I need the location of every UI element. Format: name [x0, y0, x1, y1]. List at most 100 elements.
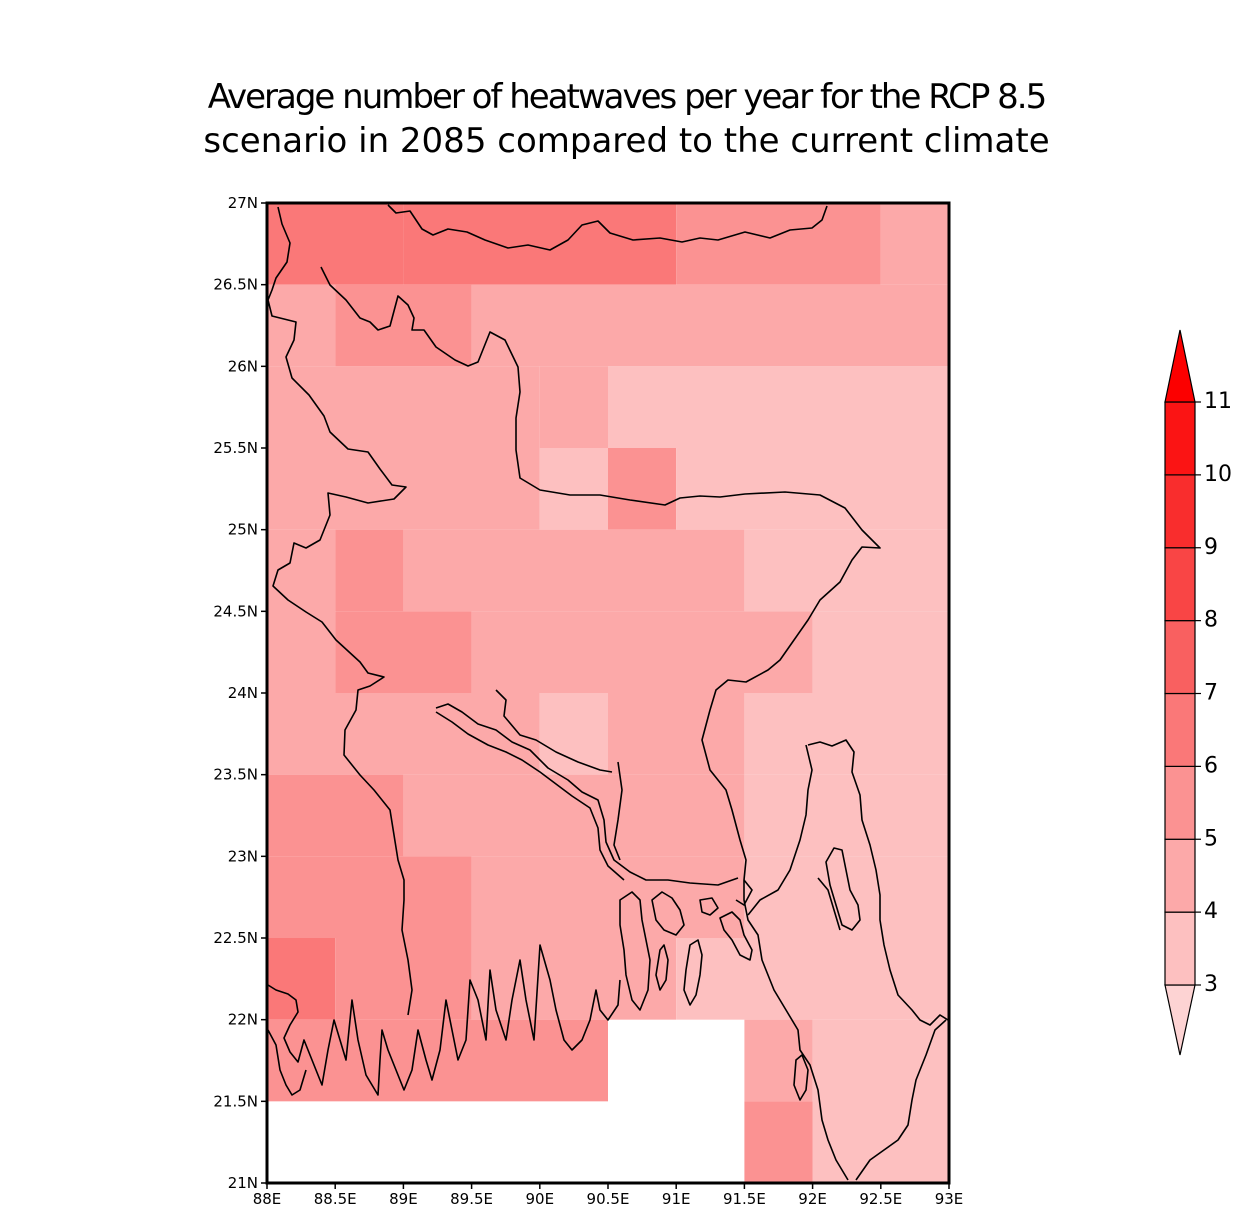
island-small-1 [719, 911, 753, 961]
grid-cell [335, 938, 472, 1020]
ganges-north-branch [495, 689, 613, 773]
tripura-protrusion [747, 744, 813, 916]
grid-cell [471, 856, 745, 938]
sundarbans-west-inlets [267, 1029, 307, 1096]
colorbar-label: 7 [1204, 681, 1218, 706]
grid-cell [471, 611, 813, 693]
colorbar-label: 4 [1204, 899, 1218, 924]
colorbar-segment [1164, 911, 1196, 986]
hatiya-island [651, 891, 685, 936]
grid-cell [812, 1019, 949, 1183]
colorbar-label: 9 [1204, 535, 1218, 560]
grid-cell [403, 529, 745, 612]
grid-cells [267, 203, 949, 1183]
y-tick-label: 26.5N [213, 276, 258, 294]
colorbar-label: 3 [1204, 972, 1218, 997]
island-small-2 [683, 939, 703, 1006]
meghna-river [613, 761, 623, 861]
grid-cell [744, 856, 949, 938]
grid-cell [744, 774, 949, 857]
coastline-borders [267, 204, 949, 1181]
x-tick-label: 88.5E [314, 1190, 357, 1208]
y-tick-label: 22.5N [213, 929, 258, 947]
grid-cell [471, 938, 677, 1020]
x-tick-label: 92.5E [859, 1190, 902, 1208]
x-tick-label: 90.5E [587, 1190, 630, 1208]
grid-cell [539, 448, 608, 530]
colorbar-segment [1164, 838, 1196, 913]
y-tick-label: 27N [228, 194, 258, 212]
grid-cell [335, 284, 472, 367]
grid-cell [744, 1019, 813, 1102]
grid-cell [812, 611, 949, 693]
map-title: Average number of heatwaves per year for… [0, 75, 1253, 163]
colorbar-label: 10 [1204, 462, 1232, 487]
grid-cell [267, 938, 336, 1020]
eastern-border [807, 739, 949, 1026]
y-axis-ticks: 21N 21.5N 22N 22.5N 23N 23.5N 24N 24.5N 25N 25.5N… [213, 194, 267, 1192]
grid-cell [267, 856, 472, 938]
y-tick-label: 21.5N [213, 1092, 258, 1110]
north-protrusion [320, 266, 881, 1181]
y-tick-label: 25N [228, 521, 258, 539]
sundarbans-coast [267, 944, 621, 1096]
colorbar-label: 6 [1204, 753, 1218, 778]
colorbar-max-triangle [1164, 329, 1196, 403]
y-tick-label: 26N [228, 357, 258, 375]
y-tick-label: 24N [228, 684, 258, 702]
padma-river-south [435, 711, 625, 881]
grid-cell [676, 448, 949, 530]
grid-cell [471, 284, 949, 367]
colorbar-label: 5 [1204, 826, 1218, 851]
grid-cell [744, 1101, 813, 1183]
x-axis-ticks: 88E 88.5E 89E 89.5E 90E 90.5E 91E 91.5E 92E 92.5E… [253, 1183, 964, 1208]
grid-cell [403, 774, 745, 857]
grid-cell [267, 529, 336, 693]
y-tick-label: 21N [228, 1174, 258, 1192]
colorbar-segment [1164, 547, 1196, 622]
colorbar: 3 4 5 6 7 8 9 10 11 [1164, 329, 1232, 1056]
colorbar-segment [1164, 401, 1196, 476]
grid-cell [403, 203, 677, 285]
grid-cell [267, 366, 540, 530]
y-tick-label: 25.5N [213, 439, 258, 457]
x-tick-label: 89E [389, 1190, 418, 1208]
grid-cell [676, 203, 881, 285]
x-tick-label: 92E [798, 1190, 827, 1208]
y-tick-label: 22N [228, 1011, 258, 1029]
padma-river [435, 703, 739, 886]
cox-island [793, 1054, 809, 1101]
sandwip-island [699, 897, 719, 916]
kaptai-lake-branch [817, 877, 841, 931]
colorbar-segment [1164, 765, 1196, 840]
northern-border [387, 204, 828, 251]
x-tick-label: 88E [253, 1190, 282, 1208]
colorbar-segment [1164, 620, 1196, 695]
y-tick-label: 23N [228, 847, 258, 865]
colorbar-min-triangle [1164, 984, 1196, 1056]
island-small-3 [655, 944, 669, 991]
x-tick-label: 91E [662, 1190, 691, 1208]
x-tick-label: 91.5E [723, 1190, 766, 1208]
grid-cell [608, 448, 677, 530]
grid-cell [676, 938, 949, 1020]
x-tick-label: 89.5E [450, 1190, 493, 1208]
myanmar-coast [855, 1019, 947, 1181]
y-tick-label: 23.5N [213, 766, 258, 784]
title-line-1: Average number of heatwaves per year for… [207, 77, 1048, 117]
grid-cell [539, 693, 608, 775]
kaptai-lake [825, 847, 861, 931]
y-tick-label: 24.5N [213, 602, 258, 620]
grid-cell [267, 693, 540, 775]
colorbar-label: 8 [1204, 608, 1218, 633]
title-line-2: scenario in 2085 compared to the current… [203, 121, 1050, 161]
grid-cell [539, 366, 608, 448]
grid-cell [335, 611, 472, 693]
chittagong-coast [735, 879, 753, 906]
x-tick-label: 93E [935, 1190, 964, 1208]
grid-cell [744, 693, 949, 775]
grid-cell [608, 366, 949, 448]
grid-cell [267, 284, 336, 367]
colorbar-segment [1164, 692, 1196, 767]
